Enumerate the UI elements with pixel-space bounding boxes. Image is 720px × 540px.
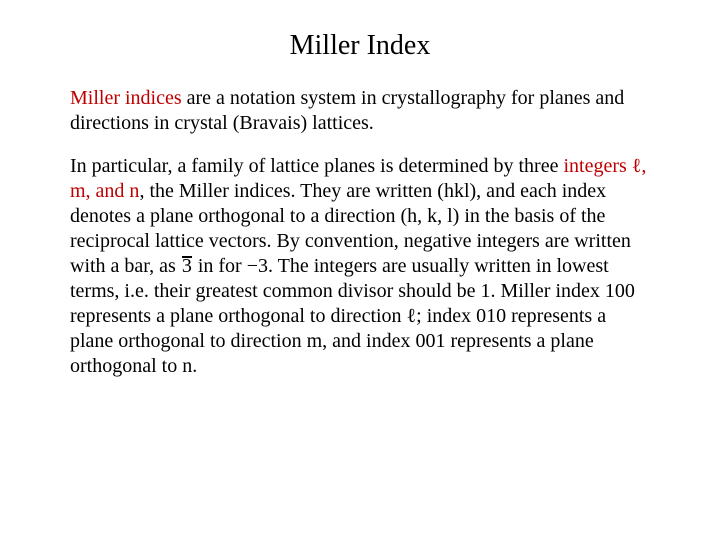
slide: Miller Index Miller indices are a notati… bbox=[0, 0, 720, 540]
paragraph-2: In particular, a family of lattice plane… bbox=[70, 154, 650, 379]
paragraph-1: Miller indices are a notation system in … bbox=[70, 86, 650, 136]
slide-title: Miller Index bbox=[70, 30, 650, 62]
para2-lead: In particular, a family of lattice plane… bbox=[70, 155, 563, 177]
term-miller-indices: Miller indices bbox=[70, 87, 182, 109]
bar-three-symbol: 3 bbox=[181, 254, 193, 279]
